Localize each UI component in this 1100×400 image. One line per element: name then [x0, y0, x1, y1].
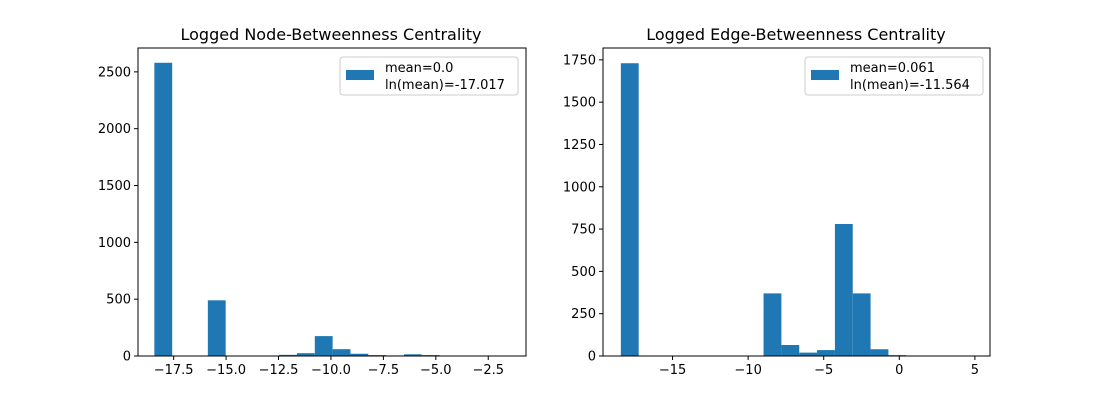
- x-tick-label: −12.5: [259, 363, 299, 378]
- histogram-bar-9: [403, 354, 422, 356]
- bars: [620, 63, 907, 356]
- histogram-bar-6: [852, 293, 871, 356]
- x-tick-label: −5.0: [420, 363, 452, 378]
- histogram-bar-7: [870, 349, 889, 356]
- axes-frame: [137, 47, 527, 357]
- legend-label-mean: mean=0.061: [850, 61, 935, 76]
- y-tick-label: 500: [106, 293, 131, 308]
- x-axis-ticks: −17.5 −15.0 −12.5 −10.0 −7.5 −5.0 −2.5: [154, 356, 504, 378]
- y-tick-label: 0: [588, 350, 596, 365]
- y-tick-label: 750: [571, 223, 596, 238]
- histogram-bar-2: [781, 345, 800, 356]
- legend-swatch: [346, 70, 374, 80]
- y-tick-label: 1750: [563, 53, 596, 68]
- y-tick-label: 0: [123, 350, 131, 365]
- x-tick-label: −10: [734, 363, 761, 378]
- legend-label-ln-mean: ln(mean)=-11.564: [850, 78, 970, 93]
- x-tick-label: −15: [659, 363, 686, 378]
- histogram-bar-5: [332, 349, 351, 356]
- histogram-bar-1: [207, 300, 226, 356]
- legend-box: [804, 56, 984, 96]
- x-tick-label: −17.5: [154, 363, 194, 378]
- histogram-bar-4: [314, 336, 333, 356]
- y-tick-label: 2500: [98, 65, 131, 80]
- histogram-bar-6: [350, 353, 369, 356]
- y-tick-label: 2000: [98, 122, 131, 137]
- y-tick-label: 500: [571, 265, 596, 280]
- x-tick-label: −5: [814, 363, 833, 378]
- y-tick-label: 1500: [563, 96, 596, 111]
- x-tick-label: −10.0: [311, 363, 351, 378]
- x-axis-ticks: −15 −10 −5 0 5: [659, 356, 979, 378]
- histogram-bar-3: [296, 353, 315, 356]
- histogram-bar-3: [799, 352, 818, 356]
- axes-frame: [602, 47, 991, 357]
- legend-label-mean: mean=0.0: [385, 61, 453, 76]
- histogram-bar-1: [763, 293, 782, 356]
- y-tick-label: 1000: [98, 236, 131, 251]
- x-tick-label: 0: [895, 363, 903, 378]
- x-tick-label: −2.5: [472, 363, 504, 378]
- x-tick-label: −15.0: [206, 363, 246, 378]
- histogram-bar-0: [154, 62, 173, 357]
- histogram-bar-2: [279, 354, 297, 356]
- y-axis-ticks: 0 500 1000 1500 2000 2500: [98, 65, 138, 365]
- histogram-bar-0: [620, 63, 639, 356]
- node-betweenness-histogram: Logged Node-Betweenness Centrality −17.5…: [98, 25, 527, 378]
- legend-box: [339, 56, 519, 96]
- y-axis-ticks: 0 250 500 750 1000 1250 1500 1750: [563, 53, 603, 365]
- y-tick-label: 1250: [563, 138, 596, 153]
- y-tick-label: 250: [571, 307, 596, 322]
- x-tick-label: −7.5: [368, 363, 400, 378]
- chart-title: Logged Edge-Betweenness Centrality: [646, 25, 945, 44]
- legend: mean=0.0 ln(mean)=-17.017: [339, 56, 519, 96]
- legend-swatch: [811, 70, 839, 80]
- y-tick-label: 1500: [98, 179, 131, 194]
- y-tick-label: 1000: [563, 180, 596, 195]
- legend-label-ln-mean: ln(mean)=-17.017: [385, 78, 505, 93]
- edge-betweenness-histogram: Logged Edge-Betweenness Centrality −15 −1…: [563, 25, 991, 378]
- histogram-bar-4: [817, 350, 835, 356]
- legend: mean=0.061 ln(mean)=-11.564: [804, 56, 984, 96]
- x-tick-label: 5: [971, 363, 979, 378]
- chart-title: Logged Node-Betweenness Centrality: [181, 25, 482, 44]
- histogram-bar-5: [834, 224, 853, 356]
